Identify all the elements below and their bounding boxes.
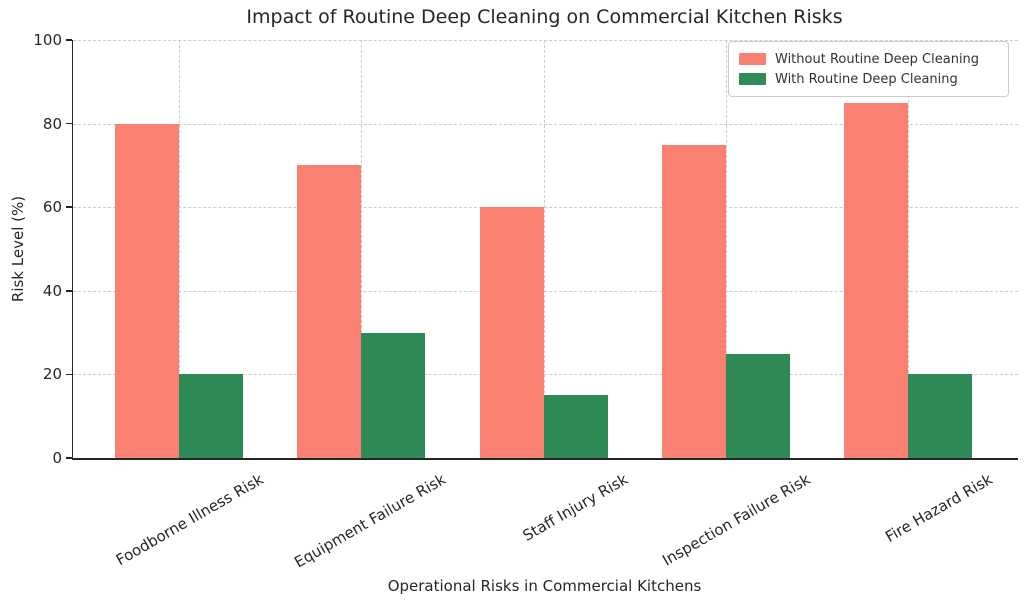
y-tick-mark [66, 39, 72, 41]
legend: Without Routine Deep Cleaning With Routin… [728, 41, 1009, 97]
vertical-gridline [908, 40, 909, 458]
vertical-gridline [543, 40, 545, 458]
bar [297, 165, 362, 458]
vertical-gridline [361, 40, 363, 458]
vertical-gridline [179, 40, 180, 458]
horizontal-gridline [73, 123, 1018, 125]
legend-label: Without Routine Deep Cleaning [775, 51, 980, 67]
legend-swatch [739, 53, 766, 65]
chart-title: Impact of Routine Deep Cleaning on Comme… [246, 6, 843, 28]
bar [479, 207, 544, 458]
horizontal-gridline [73, 290, 1018, 292]
bar [725, 353, 790, 458]
legend-item: With Routine Deep Cleaning [739, 69, 998, 89]
bar [179, 374, 243, 458]
x-axis-label: Operational Risks in Commercial Kitchens [387, 577, 702, 595]
y-tick-label: 60 [42, 198, 62, 217]
legend-label: With Routine Deep Cleaning [775, 71, 958, 87]
legend-item: Without Routine Deep Cleaning [739, 49, 998, 69]
y-tick-mark [66, 457, 72, 459]
plot-area [72, 40, 1018, 460]
y-tick-label: 20 [42, 365, 62, 384]
bar [844, 102, 908, 458]
legend-swatch [739, 73, 766, 85]
y-tick-label: 80 [42, 114, 62, 133]
vertical-gridline [725, 40, 727, 458]
bar [661, 144, 726, 458]
bar [115, 123, 179, 458]
y-tick-mark [66, 206, 72, 208]
horizontal-gridline [73, 374, 1018, 376]
y-tick-label: 40 [42, 281, 62, 300]
y-tick-mark [66, 122, 72, 125]
bar [361, 332, 426, 458]
bar [908, 374, 972, 458]
bar [543, 395, 608, 458]
horizontal-gridline [73, 40, 1018, 41]
y-tick-mark [66, 373, 72, 376]
y-tick-label: 100 [33, 31, 62, 49]
y-tick-mark [66, 290, 72, 292]
y-tick-label: 0 [52, 449, 62, 467]
horizontal-gridline [73, 207, 1018, 209]
